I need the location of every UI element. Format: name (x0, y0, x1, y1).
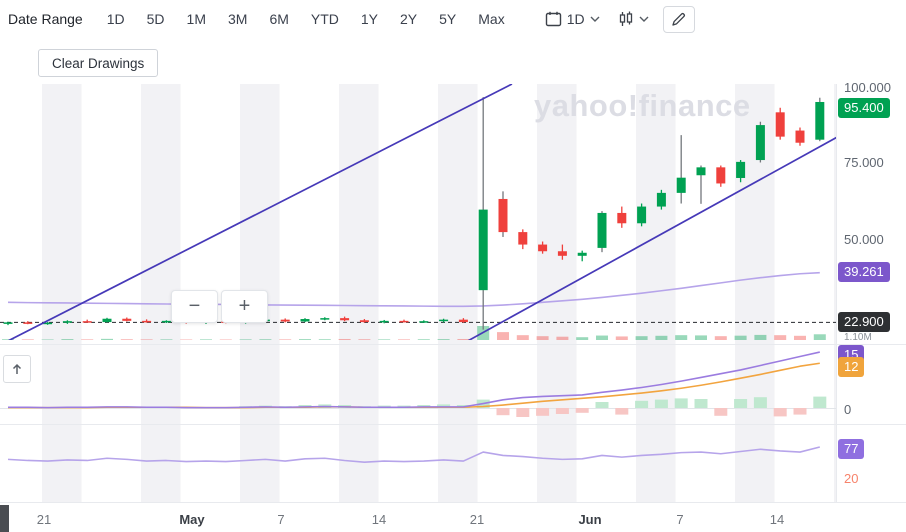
chart-style-dropdown[interactable] (614, 9, 653, 29)
interval-dropdown[interactable]: 1D (541, 9, 604, 29)
time-axis-label: 14 (371, 512, 387, 527)
pan-up-button[interactable] (3, 355, 31, 383)
range-button-max[interactable]: Max (470, 7, 512, 31)
time-axis-label: Jun (578, 512, 602, 527)
time-axis-label: 14 (769, 512, 785, 527)
volume-layer (2, 326, 826, 340)
draw-tool-button[interactable] (662, 5, 695, 33)
badge-last-price: 95.400 (838, 98, 890, 118)
date-range-label: Date Range (8, 11, 83, 27)
rsi-panel (7, 446, 820, 463)
toolbar: Date Range 1D 5D 1M 3M 6M YTD 1Y 2Y 5Y Max 1D (0, 0, 906, 38)
price-chart[interactable]: yahoo!finance (0, 84, 906, 532)
zoom-in-button[interactable]: + (221, 290, 268, 323)
range-button-3m[interactable]: 3M (220, 7, 255, 31)
time-scrollbar-handle[interactable] (0, 505, 9, 532)
price-axis-label: 50.000 (844, 232, 884, 247)
macd-panel (0, 351, 836, 417)
chart-canvas[interactable]: yahoo!finance − + 100.000 75.000 50.000 1.1… (0, 80, 906, 532)
range-button-5d[interactable]: 5D (139, 7, 173, 31)
candlestick-icon (619, 11, 632, 26)
pencil-icon (672, 12, 686, 26)
time-axis-label: 7 (277, 512, 285, 527)
price-axis-label: 100.000 (844, 80, 891, 95)
badge-prev-close: 22.900 (838, 312, 890, 332)
price-axis-label: 1.10M (844, 332, 872, 343)
range-button-ytd[interactable]: YTD (303, 7, 347, 31)
range-button-1y[interactable]: 1Y (353, 7, 386, 31)
chevron-down-icon (590, 16, 600, 22)
time-axis-label: 7 (676, 512, 684, 527)
clear-drawings-button[interactable]: Clear Drawings (38, 49, 159, 77)
range-button-1m[interactable]: 1M (179, 7, 214, 31)
chart-tools-group: 1D (541, 5, 695, 33)
range-button-6m[interactable]: 6M (261, 7, 296, 31)
drawings-layer[interactable] (0, 84, 850, 348)
arrow-up-icon (12, 363, 22, 374)
time-axis-label: May (179, 512, 205, 527)
grid-layer (0, 84, 906, 503)
price-axis: 100.000 75.000 50.000 1.10M 0 20 95.400 39.261 2… (838, 80, 906, 532)
badge-rsi-value: 77 (838, 439, 865, 459)
price-axis-label: 0 (844, 402, 852, 417)
badge-ma-value: 39.261 (838, 262, 890, 282)
zoom-out-button[interactable]: − (171, 290, 218, 323)
time-axis-label: 21 (36, 512, 52, 527)
time-axis: 21 May 7 14 21 Jun 7 14 (0, 502, 906, 532)
range-button-5y[interactable]: 5Y (431, 7, 464, 31)
interval-value: 1D (566, 11, 585, 27)
price-axis-label: 75.000 (844, 155, 884, 170)
zoom-controls: − + (171, 290, 268, 323)
time-axis-label: 21 (469, 512, 485, 527)
calendar-icon (545, 11, 561, 27)
range-button-group: 1D 5D 1M 3M 6M YTD 1Y 2Y 5Y Max (99, 7, 519, 31)
chevron-down-icon (639, 16, 649, 22)
price-axis-label: 20 (844, 471, 859, 486)
candles-layer (0, 97, 836, 330)
range-button-2y[interactable]: 2Y (392, 7, 425, 31)
range-button-1d[interactable]: 1D (99, 7, 133, 31)
watermark: yahoo!finance (534, 88, 751, 123)
badge-signal-value: 12 (838, 357, 865, 377)
weekend-stripes-layer (42, 84, 836, 502)
